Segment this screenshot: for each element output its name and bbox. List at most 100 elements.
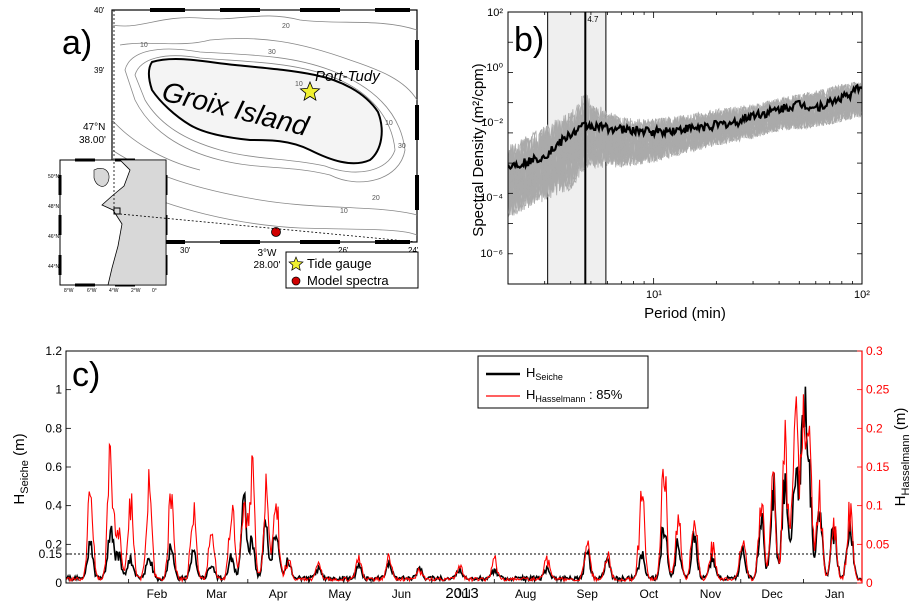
left-tick-label: 0.2 — [45, 537, 62, 551]
month-label: Dec — [761, 587, 782, 601]
panel-b-ytick-labels: 10⁻⁶ 10⁻⁴ 10⁻² 10⁰ 10² — [480, 7, 503, 260]
spectrum-trace — [508, 82, 862, 212]
left-tick-label: 0.15 — [39, 547, 63, 561]
svg-text:8°W: 8°W — [64, 288, 74, 294]
svg-text:20: 20 — [372, 195, 380, 202]
legend-star-icon — [288, 256, 304, 271]
month-label: Jul — [455, 587, 470, 601]
panel-a-label: a) — [62, 24, 92, 62]
peak-period-annotation: 4.7 — [587, 15, 599, 24]
right-tick-label: 0.2 — [866, 421, 883, 435]
map-frame-ticks — [150, 8, 419, 244]
month-label: Apr — [269, 587, 288, 601]
svg-text:2°W: 2°W — [131, 288, 141, 294]
panel-c-timeseries: 00.150.20.40.60.811.2 00.050.10.150.20.2… — [11, 344, 912, 601]
model-spectra-marker — [271, 227, 281, 237]
panel-b-spectra: 4.7 10⁻⁶ 10⁻⁴ 10⁻² 10⁰ 10² 10¹ 10² Perio… — [470, 7, 870, 322]
month-labels: Feb Mar Apr May Jun Jul Aug Sep Oct Nov Dec Jan — [128, 579, 844, 601]
lon-label-main: 3°W — [258, 248, 278, 259]
panel-b-label: b) — [514, 21, 544, 59]
panel-b-ylabel: Spectral Density (m²/cpm) — [470, 63, 487, 236]
svg-text:6°W: 6°W — [87, 288, 97, 294]
lon-label-sub: 28.00' — [254, 260, 281, 271]
mean-spectrum-line — [508, 83, 862, 171]
left-tick-label: 1.2 — [45, 344, 62, 358]
tide-gauge-marker — [299, 80, 321, 101]
panel-c-xlabel: 2013 — [445, 585, 478, 601]
panel-c-label: c) — [72, 356, 100, 394]
right-tick-labels: 0 0.05 0.1 0.15 0.2 0.25 0.3 — [866, 344, 890, 590]
month-label: Mar — [206, 587, 227, 601]
inset-connector-lines — [113, 10, 418, 243]
contour-labels: 10 20 30 10 10 30 20 10 — [140, 23, 406, 215]
inset-land — [101, 159, 167, 286]
legend-tide-gauge: Tide gauge — [307, 256, 372, 271]
legend-seiche-label: HSeiche — [526, 365, 563, 382]
ytick-label: 10⁰ — [486, 62, 503, 74]
left-tick-labels: 0 0.150.2 0.4 0.6 0.8 1 1.2 — [39, 344, 63, 590]
port-label: Port-Tudy — [315, 68, 381, 85]
ytick-label: 10⁻² — [481, 117, 503, 129]
right-tick-label: 0.05 — [866, 537, 890, 551]
panel-b-xlabel: Period (min) — [644, 305, 726, 322]
map-tick-24: 24' — [408, 246, 419, 255]
left-axis-ticks — [66, 350, 71, 584]
legend-dot-icon — [291, 276, 301, 286]
spectra-envelope — [508, 81, 862, 218]
panel-b-ticks — [507, 11, 863, 285]
inset-locator-box — [113, 207, 121, 215]
month-label: May — [328, 587, 351, 601]
right-tick-label: 0.3 — [866, 344, 883, 358]
map-tick-26: 26' — [338, 246, 349, 255]
legend-hasselmann-label: HHasselmann : 85% — [526, 387, 623, 404]
panel-c-ylabel-right: HHasselmann (m) — [892, 408, 912, 507]
svg-text:48°N: 48°N — [48, 204, 60, 210]
svg-text:20: 20 — [282, 23, 290, 30]
svg-text:10: 10 — [295, 81, 303, 88]
map-tick-30: 30' — [180, 246, 191, 255]
month-label: Jun — [392, 587, 411, 601]
month-label: Oct — [640, 587, 659, 601]
month-label: Sep — [577, 587, 599, 601]
svg-text:10: 10 — [140, 42, 148, 49]
svg-text:30: 30 — [398, 143, 406, 150]
month-label: Feb — [147, 587, 168, 601]
panel-c-ylabel-left: HSeiche (m) — [11, 433, 31, 504]
xtick-label: 10¹ — [646, 289, 662, 301]
legend-model-spectra: Model spectra — [307, 273, 389, 288]
map-tick-39: 39' — [94, 66, 105, 75]
ytick-label: 10⁻⁴ — [480, 192, 503, 204]
panel-b-frame — [507, 11, 863, 285]
svg-text:50°N: 50°N — [48, 174, 60, 180]
svg-text:44°N: 44°N — [48, 264, 60, 270]
month-label: Jan — [825, 587, 844, 601]
hasselmann-series-line — [66, 394, 862, 583]
svg-text:46°N: 46°N — [48, 234, 60, 240]
right-tick-label: 0 — [866, 576, 873, 590]
left-tick-label: 0 — [55, 576, 62, 590]
right-axis-ticks — [857, 350, 862, 584]
svg-text:4°W: 4°W — [109, 288, 119, 294]
xtick-label: 10² — [854, 289, 870, 301]
svg-text:10: 10 — [385, 120, 393, 127]
ytick-label: 10² — [487, 7, 503, 19]
svg-text:0°: 0° — [152, 288, 157, 294]
lat-label-main: 47°N — [83, 122, 105, 133]
map-legend: Tide gauge Model spectra — [285, 251, 419, 289]
month-label: Aug — [515, 587, 536, 601]
left-tick-label: 0.8 — [45, 421, 62, 435]
panel-b-xtick-labels: 10¹ 10² — [646, 289, 870, 301]
right-tick-label: 0.25 — [866, 383, 890, 397]
left-tick-label: 1 — [55, 383, 62, 397]
left-tick-label: 0.6 — [45, 460, 62, 474]
panel-c-legend: HSeiche HHasselmann : 85% — [477, 355, 649, 409]
ytick-label: 10⁻⁶ — [480, 248, 503, 260]
inset-map: 50°N 48°N 46°N 44°N 8°W 6°W 4°W 2°W 0° — [48, 158, 168, 294]
left-tick-label: 0.4 — [45, 499, 62, 513]
right-tick-label: 0.15 — [866, 460, 890, 474]
right-tick-label: 0.1 — [866, 499, 883, 513]
month-label: Nov — [700, 587, 721, 601]
svg-text:30: 30 — [268, 49, 276, 56]
groix-island — [148, 57, 383, 165]
